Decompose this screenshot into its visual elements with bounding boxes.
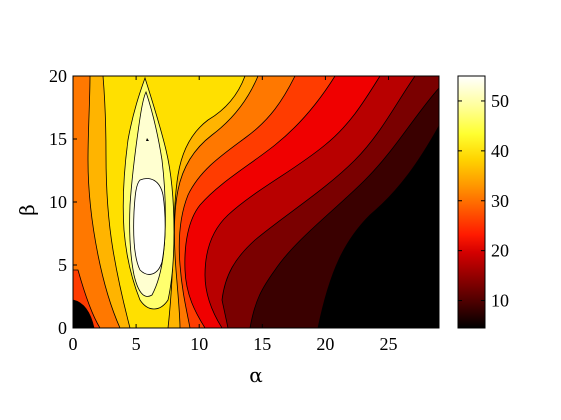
y-axis-label: β: [15, 204, 39, 216]
y-tick-label: 20: [49, 66, 67, 86]
x-tick-label: 0: [69, 334, 78, 354]
colorbar-tick-label: 10: [491, 291, 509, 311]
y-tick-label: 0: [58, 318, 67, 338]
x-tick-label: 25: [380, 334, 398, 354]
colorbar-tick-label: 20: [491, 241, 509, 261]
x-axis-ticks: 0 5 10 15 20 25: [69, 76, 398, 354]
x-tick-label: 20: [316, 334, 334, 354]
x-axis-label: α: [249, 363, 263, 387]
colorbar-tick-label: 40: [491, 141, 509, 161]
colorbar: [457, 75, 486, 329]
x-tick-label: 5: [132, 334, 141, 354]
x-tick-label: 15: [253, 334, 271, 354]
x-tick-label: 10: [190, 334, 208, 354]
contour-peak-core: [133, 178, 166, 275]
y-tick-label: 5: [58, 255, 67, 275]
colorbar-tick-label: 30: [491, 191, 509, 211]
y-axis-ticks: 0 5 10 15 20: [49, 66, 439, 338]
contour-layers: [73, 76, 439, 328]
y-tick-label: 15: [49, 129, 67, 149]
contour-local-min: [73, 299, 95, 328]
y-tick-label: 10: [49, 192, 67, 212]
colorbar-ticks: 10 20 30 40 50: [458, 91, 509, 311]
colorbar-tick-label: 50: [491, 91, 509, 111]
contour-small-spot: [146, 138, 149, 141]
